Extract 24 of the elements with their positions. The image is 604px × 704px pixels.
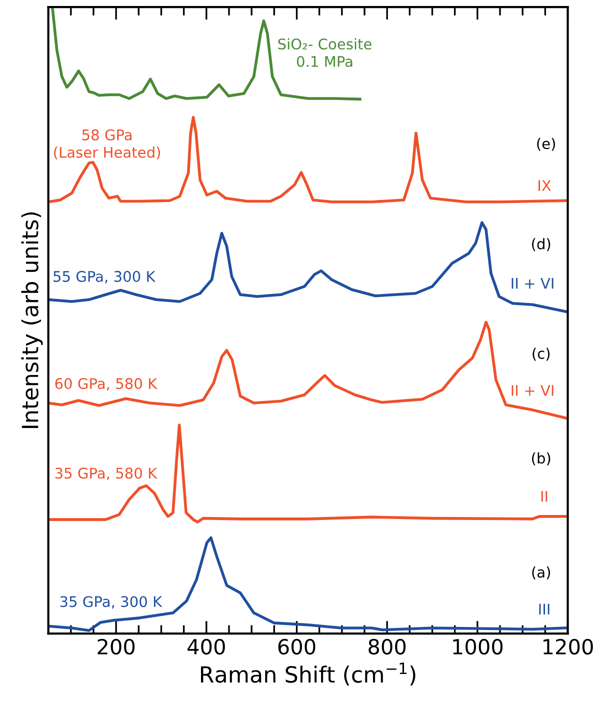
x-tick-label: 400 bbox=[188, 638, 225, 655]
annotation: II + VI bbox=[512, 385, 554, 396]
annotation: (c) bbox=[532, 348, 550, 361]
y-axis-title: Intensity (arb units) bbox=[21, 212, 43, 428]
series-label: 58 GPa (Laser Heated) bbox=[54, 129, 160, 160]
series-label: 55 GPa, 300 K bbox=[54, 270, 156, 284]
annotation: (a) bbox=[532, 566, 550, 580]
x-tick-label: 800 bbox=[368, 638, 406, 655]
series-label: SiO₂- Coesite 0.1 MPa bbox=[278, 38, 372, 67]
x-axis-title: Raman Shift (cm$^{−1}$) bbox=[201, 662, 416, 686]
annotation: III bbox=[539, 604, 550, 614]
x-tick-label: 600 bbox=[278, 638, 316, 655]
annotation: IX bbox=[538, 180, 551, 191]
annotation: II bbox=[541, 491, 548, 502]
series-label: 60 GPa, 580 K bbox=[55, 378, 158, 391]
x-tick-label: 200 bbox=[98, 638, 135, 655]
annotation: II + VI bbox=[512, 278, 554, 289]
x-tick-label: 1200 bbox=[544, 638, 593, 655]
series-label: 35 GPa, 300 K bbox=[60, 596, 162, 609]
series-label: 35 GPa, 580 K bbox=[55, 468, 158, 480]
annotation: (b) bbox=[532, 452, 550, 466]
annotation: (e) bbox=[537, 138, 555, 151]
x-tick-label: 1000 bbox=[453, 638, 503, 655]
annotation: (d) bbox=[532, 238, 550, 252]
